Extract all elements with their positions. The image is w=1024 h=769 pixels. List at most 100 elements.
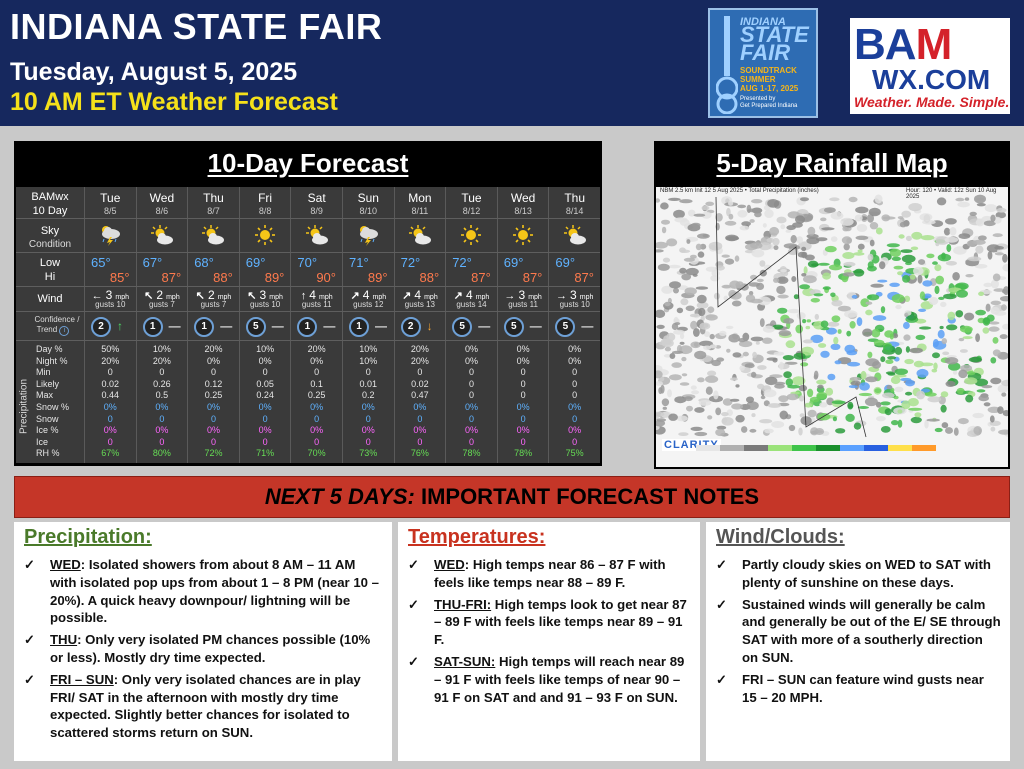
precip-value-snow-pct: 0% <box>413 402 427 412</box>
precip-value-likely: 0.05 <box>256 378 274 389</box>
wind-direction-arrow-icon: ← <box>91 290 103 302</box>
forecast-day-column: Sun 8/10 71° 89° ↗ 4 mph gusts 12 1—10% 10% 0 0.0… <box>342 187 394 463</box>
low-temp: 70° <box>297 255 318 270</box>
precip-value-min: 0 <box>210 367 216 378</box>
low-temp: 69° <box>503 255 524 270</box>
day-date: 8/12 <box>462 206 481 216</box>
precip-value-night-pct: 0% <box>568 355 582 366</box>
precip-value-likely: 0.01 <box>359 378 378 389</box>
precip-value-day-pct: 0% <box>464 344 478 354</box>
precip-value-likely: 0.12 <box>204 378 223 389</box>
condition-label: Condition <box>28 239 72 250</box>
precip-value-night-pct: 0% <box>310 355 324 366</box>
wind-clouds-bullet-list: ✓ Partly cloudy skies on WED to SAT with … <box>716 556 1002 710</box>
note-bullet-key: WED <box>434 557 465 572</box>
high-temp: 89° <box>367 270 388 285</box>
note-bullet-key: THU-FRI: <box>434 596 492 612</box>
row-divider <box>16 286 600 287</box>
wind-gusts: gusts 7 <box>148 300 175 309</box>
precip-value-max: 0 <box>520 390 526 401</box>
wind-direction-arrow-icon: ↑ <box>300 290 307 302</box>
precip-value-ice: 0 <box>572 436 578 447</box>
precip-value-ice: 0 <box>262 436 268 447</box>
sunny-icon <box>498 224 549 251</box>
note-bullet-text: High temps will reach near 89 – 91 F wit… <box>434 653 685 705</box>
precip-value-ice-pct: 0% <box>361 425 375 436</box>
confidence-score: 2 <box>400 317 421 337</box>
note-bullet: ✓ WED: High temps near 86 – 87 F with fee… <box>408 556 692 592</box>
wind-gusts: gusts 13 <box>404 300 436 309</box>
precipitation-bullet-list: ✓ WED: Isolated showers from about 8 AM –… <box>24 556 384 746</box>
precip-value-night-pct: 0% <box>516 355 530 366</box>
partly-cloudy-icon <box>188 224 239 251</box>
wind-direction-arrow-icon: ↖ <box>247 290 257 302</box>
low-temp: 65° <box>91 255 111 270</box>
row-divider <box>16 252 600 253</box>
precip-label-min: Min <box>36 367 51 378</box>
wind-speed: ↖ 2 mph <box>144 288 180 302</box>
precip-value-ice-pct: 0% <box>155 425 169 436</box>
trend-arrow-icon: — <box>220 319 233 333</box>
precip-label-night-pct: Night % <box>36 355 68 366</box>
precip-value-snow: 0 <box>314 413 320 424</box>
precip-value-min: 0 <box>520 367 526 378</box>
trend-arrow-icon: — <box>529 319 542 333</box>
day-date: 8/5 <box>104 206 117 216</box>
fair-logo-line3: SOUNDTRACK SUMMER AUG 1-17, 2025 <box>740 66 799 93</box>
precip-value-night-pct: 20% <box>101 355 120 366</box>
precipitation-notes: Precipitation: ✓ WED: Isolated showers fr… <box>14 522 392 761</box>
precip-value-day-pct: 10% <box>152 344 171 354</box>
confidence-score: 5 <box>555 317 576 337</box>
precip-value-night-pct: 0% <box>464 355 478 366</box>
precip-value-ice: 0 <box>520 436 526 447</box>
wind-gusts: gusts 11 <box>301 300 332 309</box>
sunny-icon <box>446 224 497 251</box>
precip-value-rh: 78% <box>462 448 481 459</box>
precip-value-snow-pct: 0% <box>361 402 375 412</box>
note-bullet: ✓ WED: Isolated showers from about 8 AM –… <box>24 556 384 627</box>
precip-value-max: 0 <box>572 390 578 401</box>
wind-gusts: gusts 12 <box>353 300 384 309</box>
high-temp: 87° <box>161 270 182 285</box>
fair-logo-line1: INDIANA <box>740 16 786 28</box>
high-temp: 87° <box>522 270 543 285</box>
ten-day-forecast-panel: 10-Day Forecast BAMwx 10 Day Sky Conditi… <box>14 141 602 466</box>
wind-gusts: gusts 11 <box>508 300 538 309</box>
confidence-label: Confidence / <box>34 315 80 324</box>
precip-value-ice-pct: 0% <box>568 425 582 436</box>
precip-value-snow: 0 <box>520 413 526 424</box>
precip-value-rh: 73% <box>359 448 378 459</box>
partly-cloudy-icon <box>549 224 600 251</box>
precip-value-min: 0 <box>572 367 578 378</box>
forecast-day-column: Sat 8/9 70° 90° ↑ 4 mph gusts 11 1—20% 0% 0 0.1 0.… <box>290 187 342 463</box>
note-bullet: ✓ FRI – SUN: Only very isolated chances a… <box>24 671 384 742</box>
precip-value-snow: 0 <box>572 413 578 424</box>
precip-value-min: 0 <box>262 367 268 378</box>
wind-label: Wind <box>37 293 63 305</box>
wind-gusts: gusts 10 <box>95 300 126 309</box>
rainfall-map: NBM 2.5 km Init 12 5 Aug 2025 • Total Pr… <box>656 187 1008 467</box>
day-date: 8/7 <box>207 206 220 216</box>
confidence-score: 5 <box>503 317 524 337</box>
precip-value-night-pct: 20% <box>410 355 429 366</box>
precip-value-ice: 0 <box>314 436 320 447</box>
precip-value-ice-pct: 0% <box>464 425 478 436</box>
forecast-day-column: Thu 8/14 69° 87° → 3 mph gusts 10 5—0% 0% 0 0 0 0% 0… <box>548 187 600 463</box>
trend-arrow-icon: — <box>581 319 594 333</box>
precip-value-max: 0 <box>468 390 474 401</box>
precip-value-ice: 0 <box>210 436 216 447</box>
precip-value-night-pct: 10% <box>359 355 378 366</box>
note-bullet-text: : Isolated showers from about 8 AM – 11 … <box>50 557 380 626</box>
precip-label-likely: Likely <box>36 378 60 389</box>
precip-value-snow-pct: 0% <box>103 402 117 412</box>
checkmark-icon: ✓ <box>24 671 35 687</box>
precip-label-max: Max <box>36 390 54 401</box>
forecast-day-column: Mon 8/11 72° 88° ↗ 4 mph gusts 13 2 ↓ 20% 20% 0 0.0… <box>393 187 446 463</box>
forecast-day-column: Fri 8/8 69° 89° ↖ 3 mph gusts 10 5—10% 0% 0 0.05 0… <box>238 187 291 463</box>
day-name: Wed <box>510 191 536 205</box>
precip-value-snow: 0 <box>468 413 474 424</box>
note-bullet: ✓ THU: Only very isolated PM chances poss… <box>24 631 384 667</box>
info-icon[interactable]: i <box>59 326 70 336</box>
wind-speed: ↑ 4 mph <box>300 288 333 302</box>
day-date: 8/10 <box>359 206 378 216</box>
